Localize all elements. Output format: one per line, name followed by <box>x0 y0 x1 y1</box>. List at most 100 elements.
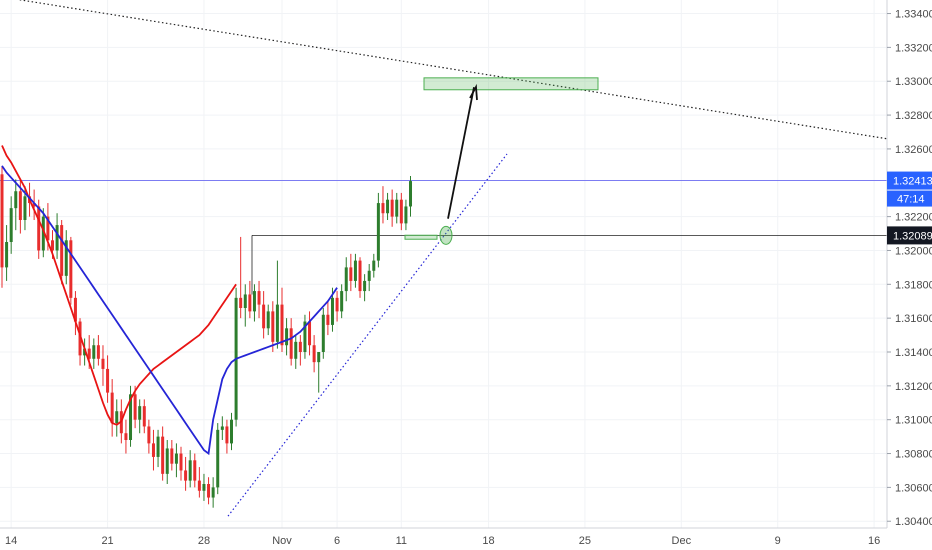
candle-body <box>353 260 357 281</box>
candle-body <box>23 196 27 220</box>
candle-body <box>170 448 174 464</box>
arrow-head-icon <box>469 83 478 101</box>
y-tick-label: 1.30600 <box>895 482 932 494</box>
candle-body <box>289 328 293 359</box>
candle-body <box>188 460 192 481</box>
candle-body <box>395 199 399 217</box>
x-tick-label: 6 <box>334 535 340 547</box>
annotations-layer <box>404 77 599 245</box>
candle-body <box>133 394 137 420</box>
ema-slow-line <box>1 165 338 456</box>
candle-body <box>367 270 371 281</box>
candle-body <box>285 328 289 346</box>
candle-body <box>41 216 45 251</box>
candle-body <box>156 436 160 457</box>
candle-body <box>14 191 18 209</box>
y-tick-label: 1.31400 <box>895 347 932 359</box>
y-tick-label: 1.30800 <box>895 449 932 461</box>
candle-body <box>5 242 9 268</box>
candle-body <box>78 321 82 356</box>
y-tick-label: 1.32200 <box>895 212 932 224</box>
candle-body <box>147 426 151 444</box>
candle-body <box>230 419 233 444</box>
candle-body <box>340 291 344 312</box>
level-price-badge <box>887 226 932 245</box>
candle-body <box>220 426 224 430</box>
candle-body <box>399 199 403 224</box>
candle-body <box>64 240 68 276</box>
candle-body <box>83 348 87 356</box>
candle-body <box>363 280 367 292</box>
candle-body <box>197 480 201 491</box>
candle-body <box>266 311 270 329</box>
y-axis-ticks: 1.33400 1.33200 1.33000 1.32800 1.32600 1.322… <box>887 9 932 528</box>
projection-arrow <box>447 86 475 219</box>
y-tick-label: 1.31000 <box>895 415 932 427</box>
candle-body <box>129 394 133 440</box>
x-tick-label: 28 <box>198 535 210 547</box>
candle-body <box>151 443 155 457</box>
candle-body <box>55 225 59 251</box>
x-tick-label: 25 <box>579 535 591 547</box>
candle-body <box>326 314 330 325</box>
candle-body <box>142 406 146 427</box>
y-tick-label: 1.33000 <box>895 76 932 88</box>
candle-body <box>9 208 13 242</box>
price-badges: 1.32413 47:14 1.32089 <box>887 171 932 245</box>
candle-body <box>96 345 100 359</box>
y-tick-label: 1.31600 <box>895 313 932 325</box>
y-tick-label: 1.31800 <box>895 279 932 291</box>
candle-body <box>404 206 408 224</box>
y-tick-label: 1.32000 <box>895 245 932 257</box>
candle-body <box>376 203 380 261</box>
candle-body <box>330 297 334 325</box>
countdown-label: 47:14 <box>897 194 925 206</box>
x-tick-label: Dec <box>672 535 692 547</box>
x-tick-label: 11 <box>396 535 407 547</box>
grid-layer <box>0 0 887 528</box>
candle-body <box>202 484 206 491</box>
candle-body <box>275 304 279 342</box>
candle-body <box>252 291 256 312</box>
candle-body <box>46 216 50 241</box>
candle-body <box>174 453 178 464</box>
candle-body <box>303 321 307 352</box>
candle-body <box>271 311 275 342</box>
candle-body <box>216 429 220 488</box>
y-tick-label: 1.31200 <box>895 381 932 393</box>
candle-body <box>101 358 105 369</box>
candle-body <box>386 199 390 214</box>
candle-body <box>372 260 376 271</box>
candle-body <box>312 345 316 363</box>
candle-body <box>225 426 229 444</box>
candle-body <box>69 240 73 298</box>
candle-body <box>280 304 284 346</box>
x-tick-label: 18 <box>482 535 494 547</box>
candle-body <box>73 297 77 322</box>
candle-body <box>184 470 188 481</box>
ema-fast-line <box>1 145 237 426</box>
candle-body <box>0 174 4 268</box>
candle-body <box>87 348 91 359</box>
candle-body <box>308 321 312 346</box>
candle-body <box>390 199 394 217</box>
last-price-label: 1.32413 <box>893 176 932 188</box>
x-tick-label: Nov <box>272 535 292 547</box>
candle-body <box>358 260 362 292</box>
candle-body <box>239 297 243 308</box>
x-tick-label: 9 <box>775 535 781 547</box>
candle-body <box>124 433 128 440</box>
candle-body <box>115 411 119 424</box>
candle-body <box>409 181 413 207</box>
candle-body <box>179 453 183 471</box>
candle-body <box>60 225 64 276</box>
candle-body <box>165 448 169 474</box>
candle-body <box>37 206 41 251</box>
candle-body <box>92 345 96 359</box>
candle-body <box>50 240 54 251</box>
countdown-badge <box>887 190 932 207</box>
target-zone-box <box>423 77 599 91</box>
candle-body <box>207 484 211 498</box>
candle-body <box>335 297 339 312</box>
